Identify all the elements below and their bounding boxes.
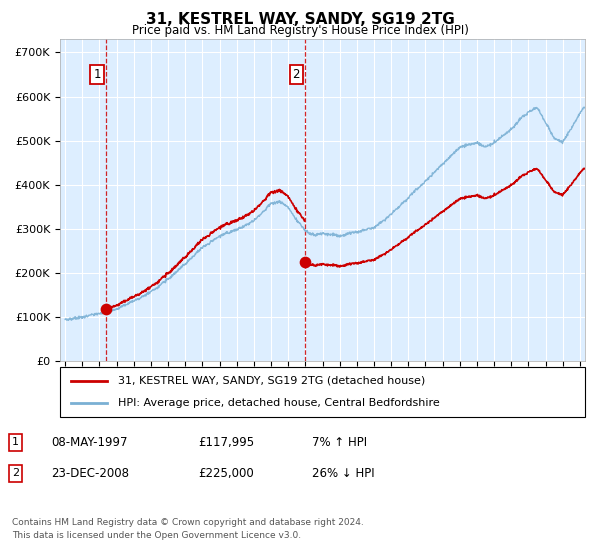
Text: HPI: Average price, detached house, Central Bedfordshire: HPI: Average price, detached house, Cent… (118, 398, 439, 408)
Text: Contains HM Land Registry data © Crown copyright and database right 2024.
This d: Contains HM Land Registry data © Crown c… (12, 519, 364, 540)
FancyBboxPatch shape (60, 367, 585, 417)
Text: 7% ↑ HPI: 7% ↑ HPI (312, 436, 367, 449)
Text: 2: 2 (12, 468, 19, 478)
Text: 26% ↓ HPI: 26% ↓ HPI (312, 466, 374, 480)
Point (101, 305, 110, 314)
Text: 31, KESTREL WAY, SANDY, SG19 2TG: 31, KESTREL WAY, SANDY, SG19 2TG (146, 12, 454, 27)
Text: 1: 1 (94, 68, 101, 81)
Text: 23-DEC-2008: 23-DEC-2008 (51, 466, 129, 480)
Text: 08-MAY-1997: 08-MAY-1997 (51, 436, 128, 449)
Point (300, 258, 310, 267)
Text: 31, KESTREL WAY, SANDY, SG19 2TG (detached house): 31, KESTREL WAY, SANDY, SG19 2TG (detach… (118, 376, 425, 386)
Text: Price paid vs. HM Land Registry's House Price Index (HPI): Price paid vs. HM Land Registry's House … (131, 24, 469, 36)
Text: 2: 2 (293, 68, 300, 81)
Text: £117,995: £117,995 (198, 436, 254, 449)
Text: 1: 1 (12, 437, 19, 447)
Text: £225,000: £225,000 (198, 466, 254, 480)
